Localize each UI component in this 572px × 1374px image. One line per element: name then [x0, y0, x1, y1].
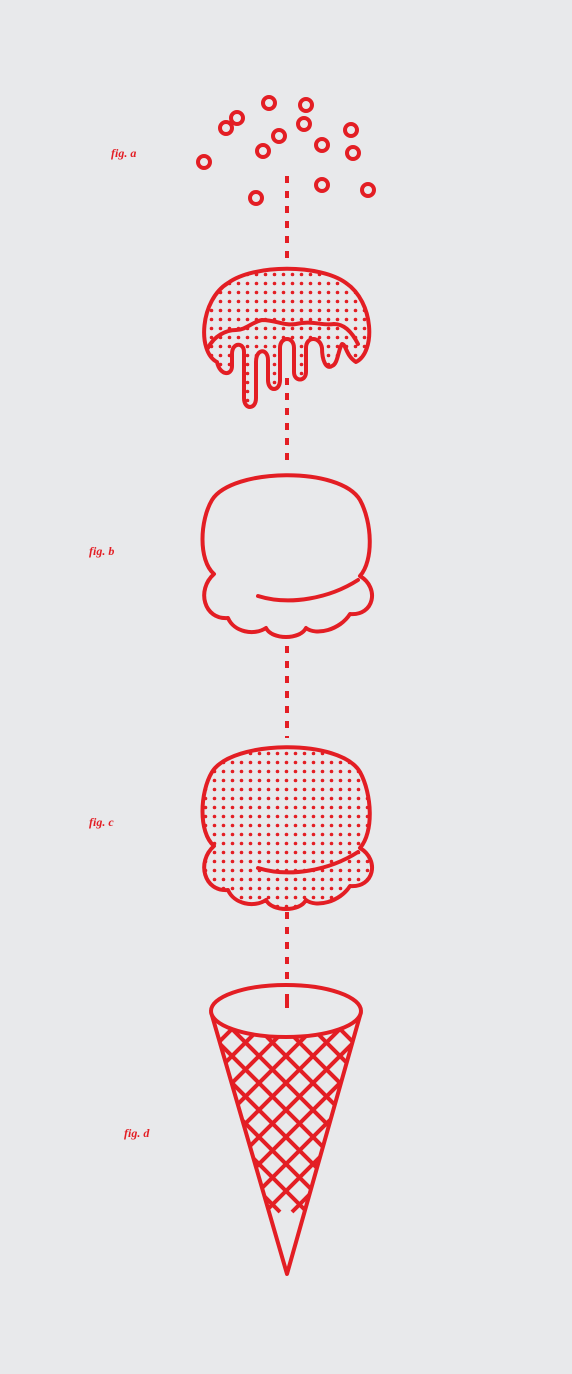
sprinkle — [218, 120, 234, 136]
dripping-topping — [202, 266, 372, 409]
fig-b-label: fig. b — [89, 544, 115, 558]
dotted-scoop — [200, 745, 374, 911]
sprinkle — [343, 122, 359, 138]
sprinkle — [345, 145, 361, 161]
waffle-cone — [209, 983, 363, 1276]
cone-rim — [209, 983, 363, 1039]
outline-scoop — [200, 473, 374, 639]
sprinkle — [196, 154, 212, 170]
sprinkle — [314, 137, 330, 153]
sprinkles-group — [196, 95, 376, 206]
sprinkle — [229, 110, 245, 126]
sprinkle — [360, 182, 376, 198]
fig-c-label: fig. c — [89, 815, 114, 829]
fig-a-label: fig. a — [111, 146, 137, 160]
fig-d-label: fig. d — [124, 1126, 150, 1140]
sprinkle — [255, 143, 271, 159]
sprinkle — [296, 116, 312, 132]
sprinkle — [271, 128, 287, 144]
sprinkle — [261, 95, 277, 111]
sprinkle — [298, 97, 314, 113]
sprinkle — [314, 177, 330, 193]
sprinkle — [248, 190, 264, 206]
